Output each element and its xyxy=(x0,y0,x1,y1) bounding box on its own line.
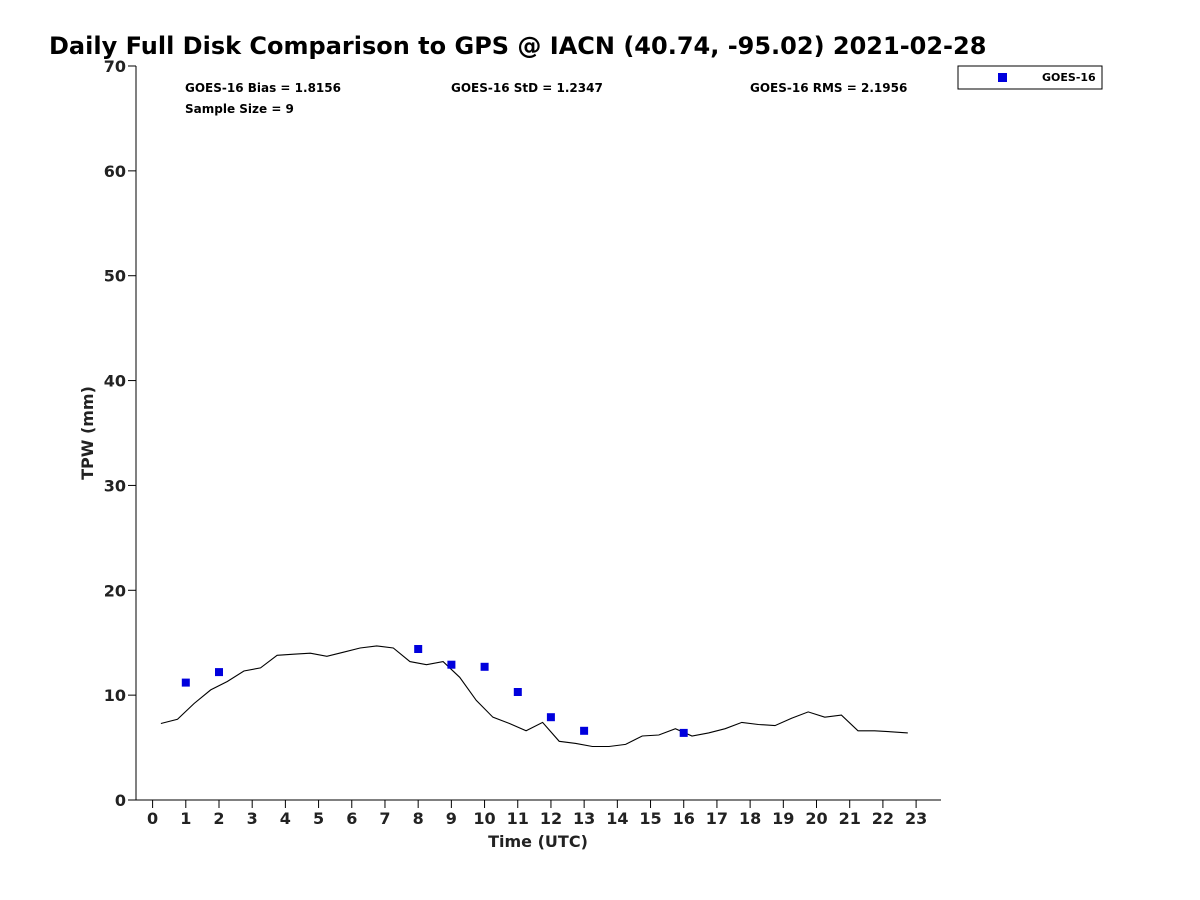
legend-box xyxy=(957,65,1103,90)
goes16-point xyxy=(580,726,589,735)
goes16-point xyxy=(679,728,688,737)
goes16-point xyxy=(181,678,190,687)
x-tick-label: 5 xyxy=(313,809,324,828)
x-tick-label: 17 xyxy=(706,809,728,828)
x-tick-label: 13 xyxy=(573,809,595,828)
x-tick-label: 14 xyxy=(606,809,628,828)
x-tick-label: 6 xyxy=(346,809,357,828)
x-tick-label: 9 xyxy=(446,809,457,828)
series-layer xyxy=(160,645,908,748)
y-tick-label: 10 xyxy=(104,686,126,705)
y-axis-label: TPW (mm) xyxy=(78,386,97,480)
std-stat: GOES-16 StD = 1.2347 xyxy=(451,81,603,95)
legend-label-goes16: GOES-16 xyxy=(1042,71,1096,84)
legend-marker-goes16 xyxy=(998,73,1007,82)
rms-stat: GOES-16 RMS = 2.1956 xyxy=(750,81,907,95)
x-tick-label: 7 xyxy=(379,809,390,828)
x-tick-label: 16 xyxy=(673,809,695,828)
y-tick-label: 20 xyxy=(104,581,126,600)
goes16-point xyxy=(414,645,423,653)
goes16-point xyxy=(215,668,223,677)
x-tick-label: 8 xyxy=(413,809,424,828)
x-tick-label: 15 xyxy=(639,809,661,828)
sample-size-stat: Sample Size = 9 xyxy=(185,102,294,116)
goes16-point xyxy=(546,713,555,722)
x-tick-label: 1 xyxy=(180,809,191,828)
x-tick-label: 2 xyxy=(213,809,224,828)
x-tick-label: 3 xyxy=(247,809,258,828)
gps-tpw-line xyxy=(160,645,908,748)
bias-stat: GOES-16 Bias = 1.8156 xyxy=(185,81,341,95)
y-tick-label: 0 xyxy=(115,791,126,810)
goes16-point xyxy=(513,688,522,696)
x-axis-ticks: 0 1 2 3 4 5 6 7 8 9 10 11 12 13 14 15 16 17 18 19 20 21 22 23 xyxy=(147,800,927,828)
x-tick-label: 10 xyxy=(473,809,495,828)
y-tick-label: 60 xyxy=(104,162,126,181)
y-tick-label: 50 xyxy=(104,267,126,286)
x-tick-label: 19 xyxy=(772,809,794,828)
x-tick-label: 21 xyxy=(839,809,861,828)
x-tick-label: 20 xyxy=(805,809,827,828)
x-axis-label: Time (UTC) xyxy=(488,832,588,851)
x-tick-label: 11 xyxy=(507,809,529,828)
goes16-point xyxy=(447,660,456,669)
x-tick-label: 12 xyxy=(540,809,562,828)
y-tick-label: 70 xyxy=(104,57,126,76)
x-tick-label: 18 xyxy=(739,809,761,828)
y-axis-ticks: 0 10 20 30 40 50 60 70 xyxy=(104,57,136,810)
plot-axes xyxy=(135,66,941,801)
y-tick-label: 40 xyxy=(104,372,126,391)
y-tick-label: 30 xyxy=(104,476,126,495)
legend: GOES-16 xyxy=(957,65,1103,90)
x-tick-label: 23 xyxy=(905,809,927,828)
x-tick-label: 22 xyxy=(872,809,894,828)
x-tick-label: 0 xyxy=(147,809,158,828)
chart-title: Daily Full Disk Comparison to GPS @ IACN… xyxy=(49,32,986,60)
x-tick-label: 4 xyxy=(280,809,291,828)
goes16-point xyxy=(480,662,489,671)
